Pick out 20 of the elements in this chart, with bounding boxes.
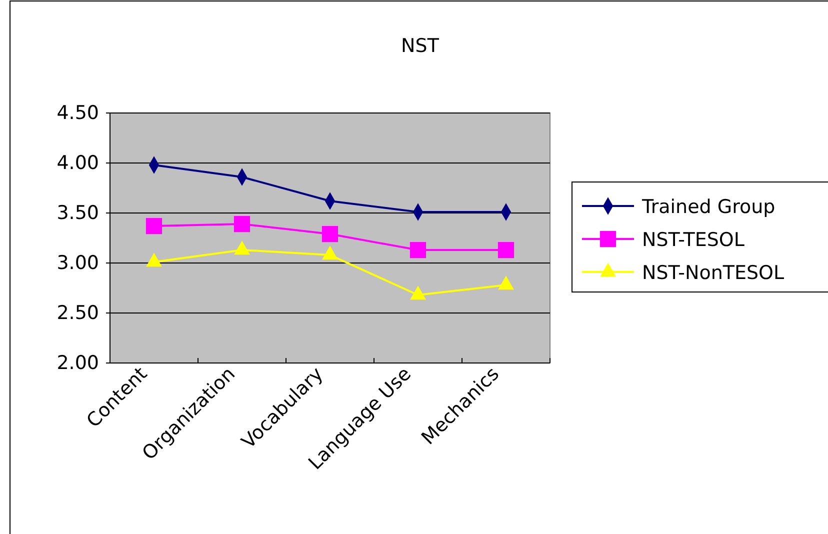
point [410,286,426,300]
point [146,252,162,267]
point [234,216,250,232]
y-tick-label: 3.50 [56,202,99,224]
point [498,242,514,258]
point [234,240,250,255]
legend-label: Trained Group [641,196,776,218]
legend-label: NST-TESOL [642,229,745,251]
y-tick-label: 3.00 [56,252,99,274]
y-tick-label: 2.00 [56,352,99,374]
y-tick-label: 4.50 [56,102,99,124]
chart-title: NST [401,35,440,57]
point [410,242,426,258]
point [146,218,162,234]
legend-label: NST-NonTESOL [642,262,784,284]
y-tick-label: 4.00 [56,152,99,174]
point [498,276,514,290]
point [322,246,338,260]
point [322,226,338,242]
y-tick-label: 2.50 [56,302,99,324]
